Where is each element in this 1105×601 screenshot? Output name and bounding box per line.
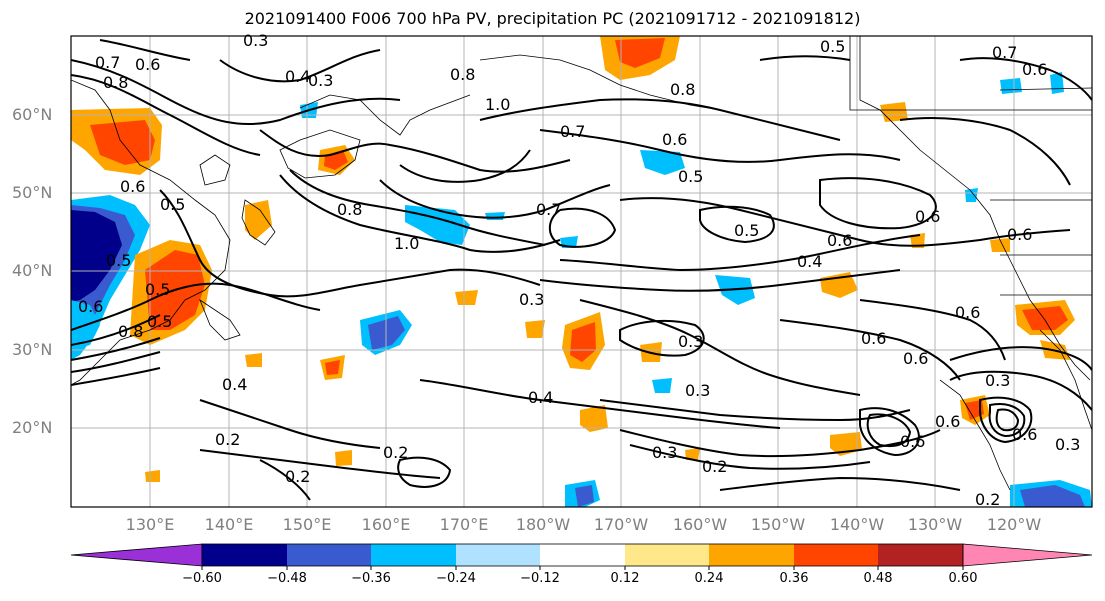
contour-label: 0.7 xyxy=(536,200,561,219)
contour-label: 0.8 xyxy=(118,322,143,341)
contour-label: 0.5 xyxy=(106,251,131,270)
contour-label: 0.4 xyxy=(285,67,310,86)
contour-label: 0.6 xyxy=(955,303,980,322)
colorbar-bin xyxy=(625,544,709,566)
contour-label: 0.6 xyxy=(135,55,160,74)
contour-label: 0.3 xyxy=(652,443,677,462)
lat-label-40n: 40°N xyxy=(12,261,53,280)
colorbar-bin xyxy=(794,544,878,566)
contour-label: 0.2 xyxy=(285,467,310,486)
contour-label: 0.6 xyxy=(1007,225,1032,244)
lon-label: 120°W xyxy=(986,515,1042,534)
lat-label-50n: 50°N xyxy=(12,183,53,202)
colorbar-tick-label: 0.48 xyxy=(863,571,893,586)
pv-contours xyxy=(71,39,1092,501)
lon-label: 180°W xyxy=(515,515,571,534)
colorbar xyxy=(70,543,1093,570)
contour-label: 0.3 xyxy=(243,31,268,50)
contour-label: 0.2 xyxy=(975,490,1000,509)
contour-label: 1.0 xyxy=(485,95,510,114)
colorbar-tick-label: −0.12 xyxy=(520,571,560,586)
contour-label: 0.7 xyxy=(992,43,1017,62)
colorbar-bin xyxy=(878,544,963,566)
contour-label: 1.0 xyxy=(394,234,419,253)
lon-label: 170°E xyxy=(439,515,489,534)
contour-label: 0.6 xyxy=(935,412,960,431)
colorbar-tick-label: −0.24 xyxy=(436,571,476,586)
colorbar-bin xyxy=(456,544,540,566)
contour-label: 0.8 xyxy=(670,80,695,99)
contour-label: 0.6 xyxy=(903,349,928,368)
lon-label: 160°E xyxy=(361,515,411,534)
contour-label: 0.6 xyxy=(827,231,852,250)
contour-label: 0.6 xyxy=(662,130,687,149)
contour-label: 0.5 xyxy=(820,37,845,56)
lon-label: 140°E xyxy=(204,515,254,534)
contour-label: 0.7 xyxy=(560,122,585,141)
contour-label: 0.3 xyxy=(678,332,703,351)
contour-label: 0.5 xyxy=(147,312,172,331)
lon-label: 130°W xyxy=(907,515,963,534)
contour-label: 0.2 xyxy=(702,457,727,476)
colorbar-tick-label: 0.24 xyxy=(694,571,724,586)
contour-label: 0.6 xyxy=(1012,425,1037,444)
contour-label: 0.8 xyxy=(337,200,362,219)
contour-label: 0.5 xyxy=(734,221,759,240)
contour-label: 0.5 xyxy=(160,195,185,214)
contour-label: 0.6 xyxy=(915,207,940,226)
contour-label: 0.2 xyxy=(215,430,240,449)
map-title: 2021091400 F006 700 hPa PV, precipitatio… xyxy=(244,9,861,28)
contour-label: 0.3 xyxy=(685,381,710,400)
lat-label-60n: 60°N xyxy=(12,105,53,124)
lon-label: 160°W xyxy=(672,515,728,534)
contour-label: 0.8 xyxy=(450,65,475,84)
colorbar-tick-label: −0.36 xyxy=(351,571,391,586)
colorbar-tick-label: −0.60 xyxy=(182,571,222,586)
contour-label: 0.4 xyxy=(222,375,247,394)
contour-label: 0.3 xyxy=(1055,435,1080,454)
contour-label: 0.8 xyxy=(103,73,128,92)
colorbar-bin xyxy=(287,544,371,566)
coastlines xyxy=(71,36,1092,491)
colorbar-bin xyxy=(202,544,287,566)
colorbar-bin xyxy=(540,544,625,566)
contour-label: 0.6 xyxy=(900,432,925,451)
contour-label: 0.5 xyxy=(678,167,703,186)
contour-label: 0.6 xyxy=(78,297,103,316)
colorbar-bin xyxy=(709,544,794,566)
contour-label: 0.2 xyxy=(383,443,408,462)
contour-label: 0.6 xyxy=(120,177,145,196)
contour-label: 0.3 xyxy=(308,71,333,90)
lon-label: 140°W xyxy=(829,515,885,534)
contour-label: 0.6 xyxy=(1022,60,1047,79)
lon-label: 150°E xyxy=(282,515,332,534)
colorbar-tick-label: −0.48 xyxy=(267,571,307,586)
contour-label: 0.4 xyxy=(797,252,822,271)
contour-labels: 0.3 0.4 0.3 0.8 0.7 0.6 0.5 1.0 0.7 0.6 … xyxy=(78,31,1080,509)
colorbar-tick-label: 0.36 xyxy=(779,571,809,586)
colorbar-tick-label: 0.60 xyxy=(948,571,978,586)
lon-label: 130°E xyxy=(125,515,175,534)
lon-label: 170°W xyxy=(593,515,649,534)
contour-label: 0.5 xyxy=(145,280,170,299)
contour-label: 0.7 xyxy=(95,53,120,72)
contour-label: 0.4 xyxy=(528,388,553,407)
lat-label-30n: 30°N xyxy=(12,340,53,359)
colorbar-bin xyxy=(371,544,456,566)
colorbar-tick-label: 0.12 xyxy=(610,571,640,586)
contour-label: 0.6 xyxy=(861,329,886,348)
lon-label: 150°W xyxy=(750,515,806,534)
contour-label: 0.3 xyxy=(519,290,544,309)
colorbar-extend-min xyxy=(70,543,203,567)
colorbar-extend-max xyxy=(962,543,1093,567)
contour-label: 0.3 xyxy=(985,371,1010,390)
precip-shading xyxy=(71,36,1092,507)
lat-label-20n: 20°N xyxy=(12,418,53,437)
